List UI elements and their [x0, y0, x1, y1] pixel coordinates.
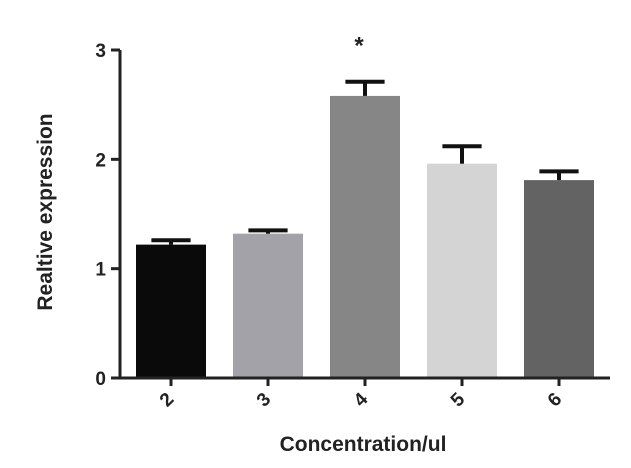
x-tick-label: 5	[447, 389, 470, 412]
ticks-layer: 0 1 2 3	[95, 41, 561, 390]
significance-star: *	[354, 33, 364, 60]
y-tick-label: 2	[95, 150, 106, 171]
bars-layer	[136, 95, 594, 379]
bar	[524, 180, 594, 378]
bar	[233, 233, 303, 378]
x-tick-label: 4	[350, 389, 373, 412]
y-tick-label: 3	[95, 41, 106, 62]
x-tick-label: 6	[544, 389, 566, 411]
x-tick-label: 2	[156, 389, 178, 411]
y-tick-label: 1	[95, 260, 106, 281]
bar	[330, 95, 400, 379]
y-axis-title: Realtive expression	[34, 113, 57, 310]
bar	[136, 244, 206, 378]
error-bars-layer	[151, 79, 579, 245]
x-axis-title: Concentration/ul	[280, 433, 447, 456]
y-tick-label: 0	[95, 369, 106, 390]
bar	[427, 163, 497, 378]
x-tick-label: 3	[253, 389, 275, 411]
